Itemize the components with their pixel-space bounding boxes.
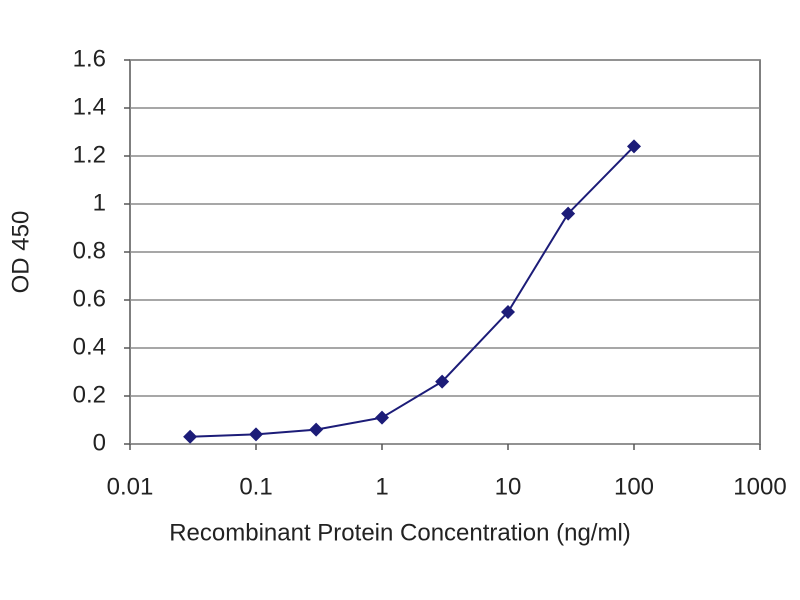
y-tick-label: 1.6	[73, 45, 106, 72]
x-tick-label: 0.1	[239, 473, 272, 500]
data-point	[375, 410, 389, 425]
data-point	[627, 139, 641, 154]
x-tick-label: 0.01	[107, 473, 154, 500]
x-tick-label: 10	[495, 473, 522, 500]
y-axis-label: OD 450	[7, 211, 34, 294]
y-tick-label: 1.2	[73, 141, 106, 168]
x-tick-label: 1	[375, 473, 388, 500]
y-tick-label: 0.8	[73, 237, 106, 264]
data-point	[435, 374, 450, 389]
data-point	[249, 427, 263, 442]
x-axis-label: Recombinant Protein Concentration (ng/ml…	[169, 519, 631, 546]
y-tick-label: 0.4	[73, 333, 106, 360]
data-point	[501, 305, 515, 319]
data-point	[183, 429, 198, 444]
y-tick-label: 0.2	[73, 381, 106, 408]
data-point	[561, 206, 576, 221]
y-tick-label: 1	[93, 189, 106, 216]
x-tick-label: 100	[614, 473, 654, 500]
series-line	[190, 145, 635, 438]
y-tick-label: 1.4	[73, 93, 106, 120]
y-tick-label: 0.6	[73, 285, 106, 312]
y-tick-label: 0	[93, 429, 106, 456]
data-point	[309, 422, 324, 437]
x-tick-label: 1000	[733, 473, 786, 500]
